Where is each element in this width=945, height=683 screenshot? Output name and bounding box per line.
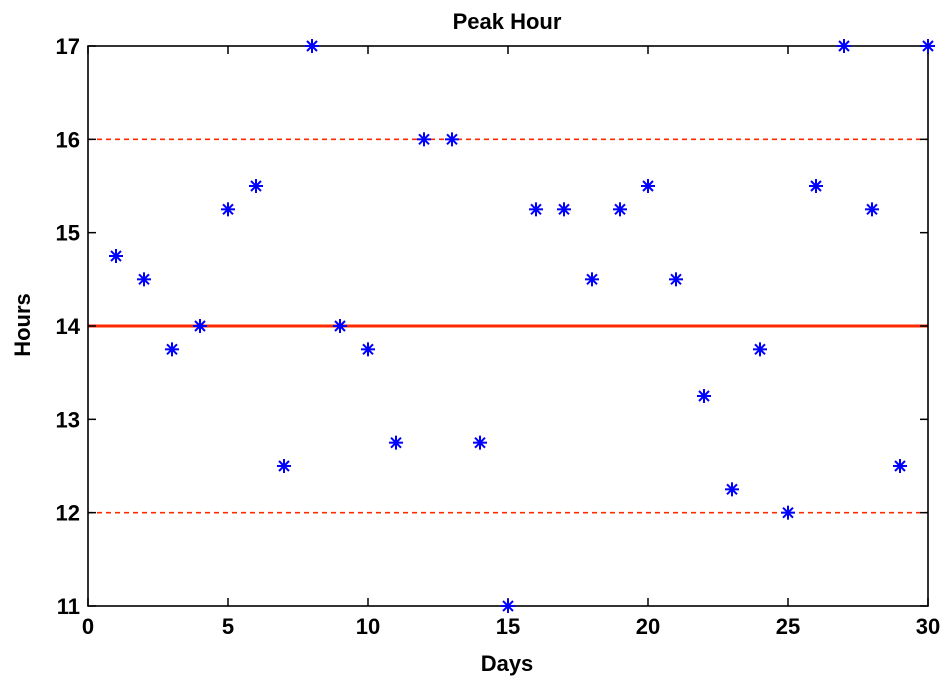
y-tick-label: 14 — [56, 314, 81, 339]
x-tick-label: 30 — [916, 614, 940, 639]
data-point — [809, 179, 823, 193]
data-point — [501, 599, 515, 613]
data-point — [445, 132, 459, 147]
data-point — [781, 505, 795, 520]
data-point — [641, 179, 655, 193]
data-point — [613, 202, 627, 217]
chart-title: Peak Hour — [453, 9, 562, 34]
data-point — [137, 272, 151, 287]
x-tick-label: 5 — [222, 614, 234, 639]
data-point — [165, 342, 179, 357]
y-tick-label: 13 — [56, 407, 80, 432]
y-tick-label: 12 — [56, 501, 80, 526]
data-point — [529, 202, 543, 217]
data-point — [193, 319, 207, 333]
x-tick-label: 15 — [496, 614, 520, 639]
data-point — [669, 272, 683, 287]
data-point — [725, 482, 739, 497]
data-point — [557, 202, 571, 217]
data-point — [221, 202, 235, 217]
data-point — [697, 389, 711, 403]
data-point — [333, 319, 347, 333]
data-point — [893, 459, 907, 473]
x-tick-label: 10 — [356, 614, 380, 639]
data-point — [585, 272, 599, 287]
y-tick-label: 16 — [56, 127, 80, 152]
data-point — [277, 459, 291, 473]
y-tick-label: 15 — [56, 221, 80, 246]
y-axis-label: Hours — [10, 293, 35, 357]
x-tick-label: 25 — [776, 614, 800, 639]
data-point — [389, 435, 403, 450]
data-point — [837, 39, 851, 53]
x-axis-label: Days — [481, 651, 534, 676]
x-tick-label: 0 — [82, 614, 94, 639]
data-point — [361, 342, 375, 357]
x-tick-label: 20 — [636, 614, 660, 639]
data-point — [921, 39, 935, 53]
data-point — [109, 249, 123, 263]
data-point — [305, 39, 319, 53]
data-point — [249, 179, 263, 193]
data-point — [417, 132, 431, 147]
y-tick-label: 17 — [56, 34, 80, 59]
y-tick-label: 11 — [57, 594, 80, 619]
data-point — [473, 435, 487, 450]
plot-area: 0 5 10 15 20 25 30 11 12 13 14 15 16 17 — [56, 34, 941, 639]
data-point — [753, 342, 767, 357]
data-point — [865, 202, 879, 217]
